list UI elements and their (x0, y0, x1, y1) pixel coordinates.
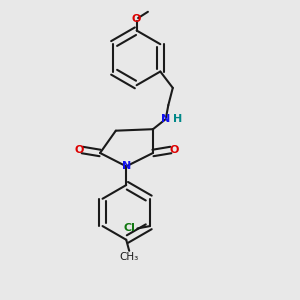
Text: O: O (169, 145, 178, 155)
Text: O: O (132, 14, 141, 24)
Text: N: N (122, 161, 131, 171)
Text: N: N (161, 114, 170, 124)
Text: O: O (75, 145, 84, 155)
Text: CH₃: CH₃ (120, 252, 139, 262)
Text: H: H (173, 114, 182, 124)
Text: Cl: Cl (123, 224, 135, 233)
